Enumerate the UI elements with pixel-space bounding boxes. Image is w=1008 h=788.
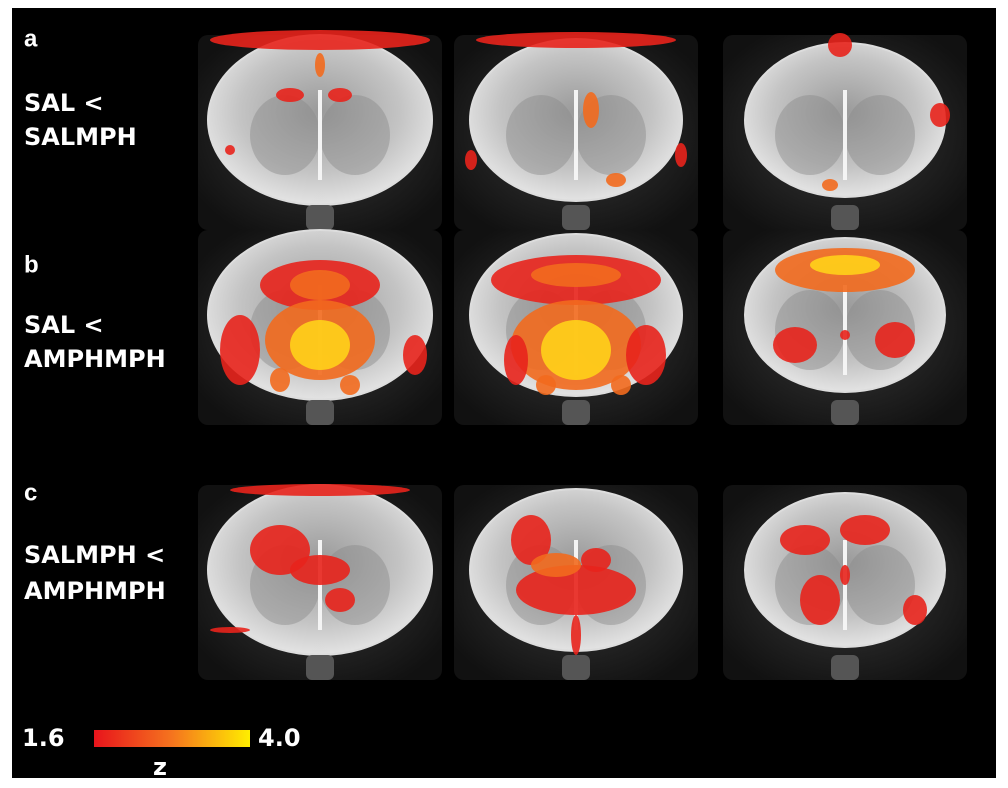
activation	[220, 315, 260, 385]
colorbar-label: z	[153, 753, 167, 781]
brain-structure	[775, 95, 845, 175]
activation	[403, 335, 427, 375]
activation	[325, 588, 355, 612]
activation	[810, 255, 880, 275]
activation	[606, 173, 626, 187]
activation	[581, 548, 611, 572]
activation	[626, 325, 666, 385]
activation	[516, 565, 636, 615]
brainstem	[306, 400, 334, 425]
brainstem	[562, 655, 590, 680]
activation	[828, 33, 852, 57]
activation	[536, 375, 556, 395]
activation	[800, 575, 840, 625]
brain-structure	[250, 95, 320, 175]
brainstem	[306, 655, 334, 680]
activation	[210, 30, 430, 50]
brainstem	[831, 205, 859, 230]
activation	[276, 88, 304, 102]
brainstem	[562, 205, 590, 230]
midline	[318, 90, 322, 180]
activation	[230, 484, 410, 496]
activation	[290, 320, 350, 370]
activation	[210, 627, 250, 633]
brainstem	[562, 400, 590, 425]
activation	[840, 515, 890, 545]
figure: a SAL < SALMPH b SAL < AMPHMPH c SALMPH …	[0, 0, 1008, 788]
activation	[583, 92, 599, 128]
panel-label: AMPHMPH	[24, 345, 166, 373]
activation	[840, 330, 850, 340]
activation	[504, 335, 528, 385]
panel-letter: a	[24, 25, 38, 52]
activation	[780, 525, 830, 555]
colorbar	[94, 730, 250, 747]
activation	[840, 565, 850, 585]
activation	[270, 368, 290, 392]
brainstem	[831, 655, 859, 680]
brain-images	[198, 30, 967, 680]
colorbar-min: 1.6	[22, 724, 65, 752]
panel-label: AMPHMPH	[24, 577, 166, 605]
brain-structure	[845, 95, 915, 175]
activation	[315, 53, 325, 77]
brainstem	[306, 205, 334, 230]
panel-label: SALMPH <	[24, 541, 165, 569]
activation	[930, 103, 950, 127]
activation	[531, 263, 621, 287]
activation	[875, 322, 915, 358]
activation	[465, 150, 477, 170]
activation	[903, 595, 927, 625]
activation	[328, 88, 352, 102]
panel-letter: c	[24, 479, 37, 506]
panel-label: SAL <	[24, 311, 104, 339]
activation	[541, 320, 611, 380]
activation	[571, 615, 581, 655]
activation	[822, 179, 838, 191]
brain-structure	[320, 95, 390, 175]
activation	[675, 143, 687, 167]
midline	[843, 90, 847, 180]
activation	[476, 32, 676, 48]
activation	[611, 375, 631, 395]
panel-letter: b	[24, 251, 39, 278]
activation	[225, 145, 235, 155]
brainstem	[831, 400, 859, 425]
activation	[340, 375, 360, 395]
brain-structure	[506, 95, 576, 175]
panel-label: SAL <	[24, 89, 104, 117]
activation	[290, 555, 350, 585]
activation	[531, 553, 581, 577]
panel-label: SALMPH	[24, 123, 137, 151]
colorbar-max: 4.0	[258, 724, 301, 752]
activation	[290, 270, 350, 300]
activation	[773, 327, 817, 363]
midline	[574, 90, 578, 180]
